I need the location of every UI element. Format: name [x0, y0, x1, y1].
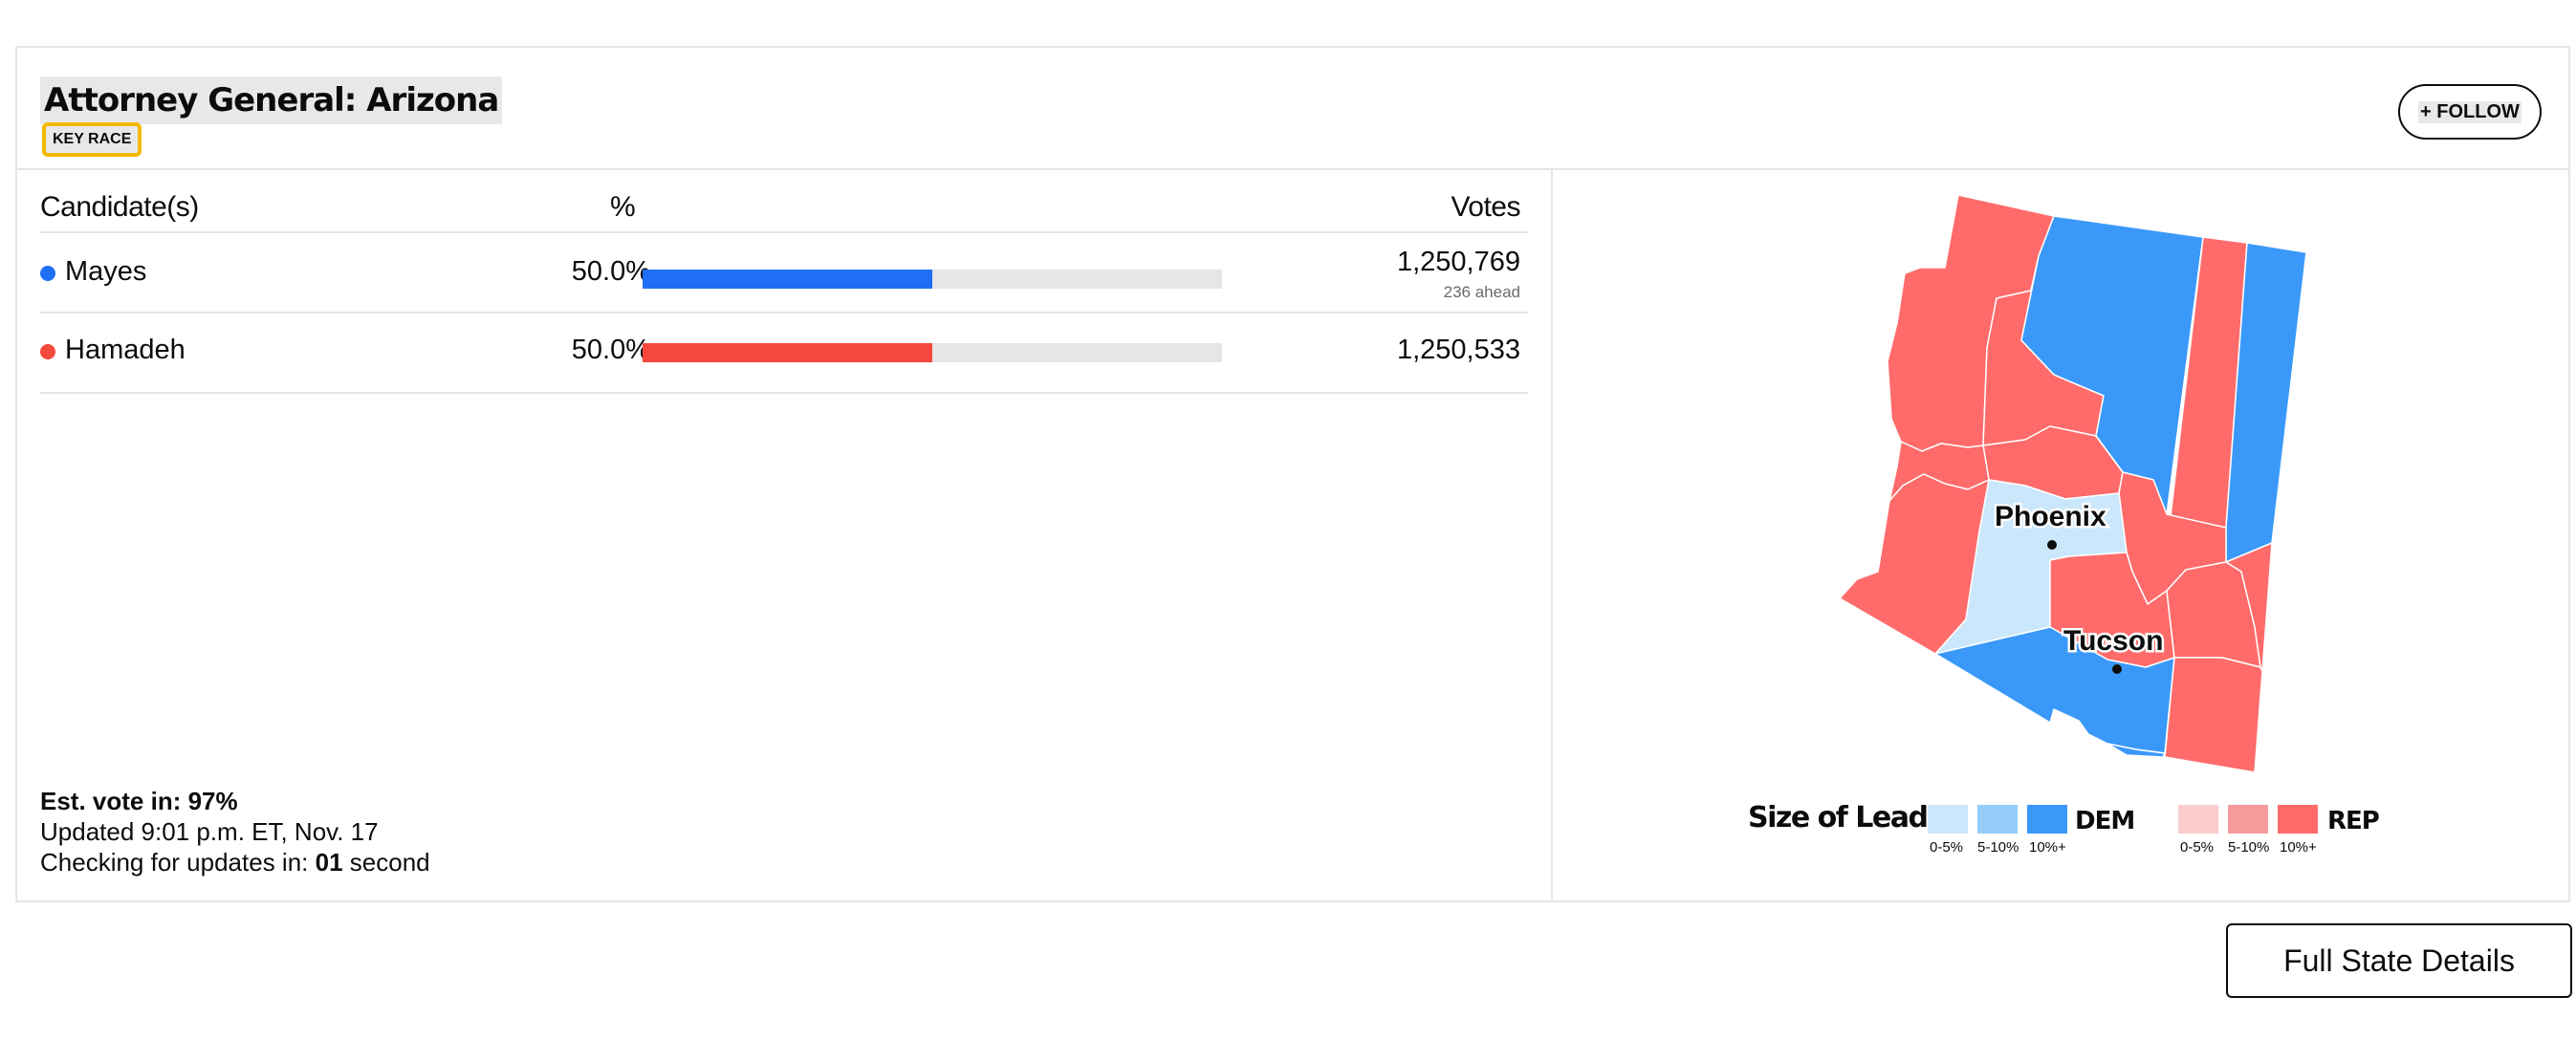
dem-swatch-high [2027, 805, 2067, 834]
dem-bucket-label: 0-5% [1930, 839, 1964, 856]
map-legend: Size of Lead DEM 0-5% 5-10% 10%+ REP 0-5… [1748, 801, 2417, 868]
county-map-panel: Phoenix Tucson Size of Lead DEM 0-5% 5-1… [1553, 170, 2570, 902]
dem-swatch-low [1928, 805, 1968, 834]
table-header: Candidate(s) % Votes [40, 170, 1528, 233]
arizona-county-map: Phoenix Tucson [1839, 194, 2307, 773]
follow-label: + FOLLOW [2418, 100, 2521, 123]
est-vote-in: Est. vote in: 97% [40, 787, 238, 815]
phoenix-label: Phoenix [1995, 501, 2107, 532]
rep-swatch-high [2278, 805, 2318, 834]
candidate-name: Mayes [65, 256, 147, 287]
candidate-row-mayes: Mayes 50.0% 1,250,769 236 ahead [40, 233, 1528, 314]
header-percent: % [610, 191, 636, 223]
vote-share-bar [643, 343, 1222, 362]
vote-share-bar [643, 270, 1222, 289]
rep-bucket-label: 5-10% [2228, 839, 2270, 856]
follow-button[interactable]: + FOLLOW [2398, 84, 2542, 140]
updated-time: Updated 9:01 p.m. ET, Nov. 17 [40, 817, 379, 846]
header-candidates: Candidate(s) [40, 191, 199, 223]
county-cochise[interactable] [2164, 657, 2263, 773]
header-votes: Votes [1451, 191, 1520, 223]
dem-bucket-label: 10%+ [2029, 839, 2066, 856]
full-state-details-button[interactable]: Full State Details [2226, 923, 2572, 998]
key-race-badge: KEY RACE [42, 122, 142, 157]
rep-label: REP [2327, 807, 2380, 835]
update-countdown: Checking for updates in: 01 second [40, 847, 430, 878]
race-title: Attorney General: Arizona [40, 76, 503, 124]
candidate-name: Hamadeh [65, 335, 186, 365]
candidate-percent: 50.0% [571, 335, 650, 365]
panel-divider [1551, 170, 1553, 902]
party-dot [40, 344, 55, 359]
candidate-votes: 1,250,533 [1396, 335, 1520, 365]
candidate-votes: 1,250,769 [1396, 247, 1520, 277]
rep-bucket-label: 0-5% [2180, 839, 2215, 856]
dem-swatch-mid [1977, 805, 2018, 834]
results-table: Candidate(s) % Votes Mayes 50.0% 1,250,7… [40, 170, 1528, 394]
countdown-value: 01 [315, 848, 343, 877]
candidate-lead: 236 ahead [1443, 283, 1520, 301]
vote-share-fill [643, 270, 932, 289]
candidate-row-hamadeh: Hamadeh 50.0% 1,250,533 [40, 314, 1528, 394]
county-santa-cruz[interactable] [2107, 743, 2166, 758]
vote-share-fill [643, 343, 932, 362]
race-card: Attorney General: Arizona KEY RACE + FOL… [15, 46, 2570, 902]
rep-swatch-low [2178, 805, 2218, 834]
countdown-suffix: second [342, 848, 430, 877]
phoenix-marker [2047, 540, 2057, 550]
tucson-label: Tucson [2063, 625, 2163, 657]
tucson-marker [2112, 664, 2122, 674]
countdown-prefix: Checking for updates in: [40, 848, 316, 877]
dem-label: DEM [2075, 807, 2135, 835]
rep-swatch-mid [2228, 805, 2268, 834]
party-dot [40, 266, 55, 281]
race-header: Attorney General: Arizona KEY RACE + FOL… [17, 48, 2568, 170]
dem-bucket-label: 5-10% [1977, 839, 2019, 856]
candidate-percent: 50.0% [571, 256, 650, 287]
status-info: Est. vote in: 97% Updated 9:01 p.m. ET, … [40, 786, 430, 878]
rep-bucket-label: 10%+ [2280, 839, 2317, 856]
legend-title: Size of Lead [1748, 801, 1929, 834]
